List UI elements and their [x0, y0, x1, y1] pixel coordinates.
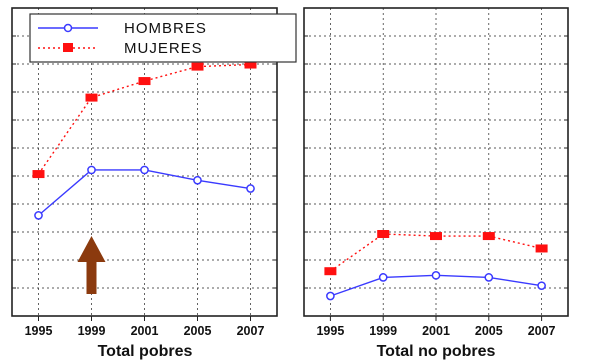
x-tick-label: 1995	[25, 324, 53, 338]
data-point-hombres	[378, 273, 388, 282]
data-point-mujeres	[32, 170, 45, 179]
data-point-mujeres	[482, 232, 495, 241]
legend-box	[29, 13, 297, 63]
x-tick-label: 2007	[237, 324, 265, 338]
data-point-hombres	[537, 281, 546, 291]
data-point-hombres	[140, 165, 149, 175]
data-point-hombres	[431, 270, 441, 280]
panel-title: Total no pobres	[377, 343, 496, 360]
x-tick-label: 2001	[131, 324, 159, 338]
panel-title: Total pobres	[98, 343, 193, 360]
x-tick-label: 2001	[422, 324, 450, 338]
data-point-mujeres	[244, 60, 257, 69]
x-tick-label: 1995	[316, 324, 344, 338]
data-point-mujeres	[535, 244, 548, 253]
x-tick-label: 2005	[184, 324, 212, 338]
x-tick-label: 2007	[528, 324, 556, 338]
data-point-hombres	[193, 175, 202, 185]
panel-total-no-pobres: 1995 1999 2001 2005 2007 Total no pobres	[303, 7, 569, 360]
data-point-hombres	[326, 291, 335, 301]
data-point-mujeres	[138, 77, 151, 86]
data-point-mujeres	[191, 62, 204, 71]
x-tick-label: 2005	[475, 324, 503, 338]
up-arrow-icon	[77, 236, 106, 294]
legend-hombres-marker	[63, 23, 73, 33]
x-tick-label: 1999	[78, 324, 106, 338]
legend: HOMBRES MUJERES	[29, 13, 297, 63]
data-point-mujeres	[85, 93, 98, 102]
data-point-hombres	[246, 184, 255, 193]
data-point-mujeres	[430, 232, 442, 241]
data-point-mujeres	[377, 230, 390, 238]
data-point-mujeres	[324, 267, 337, 276]
data-point-hombres	[484, 273, 494, 282]
legend-hombres-label: HOMBRES	[124, 20, 207, 37]
x-tick-label: 1999	[369, 324, 397, 338]
data-point-hombres	[87, 165, 96, 175]
legend-mujeres-label: MUJERES	[124, 40, 203, 57]
legend-mujeres-marker	[63, 43, 73, 52]
data-point-hombres	[34, 211, 43, 220]
series-line-mujeres	[37, 63, 251, 175]
